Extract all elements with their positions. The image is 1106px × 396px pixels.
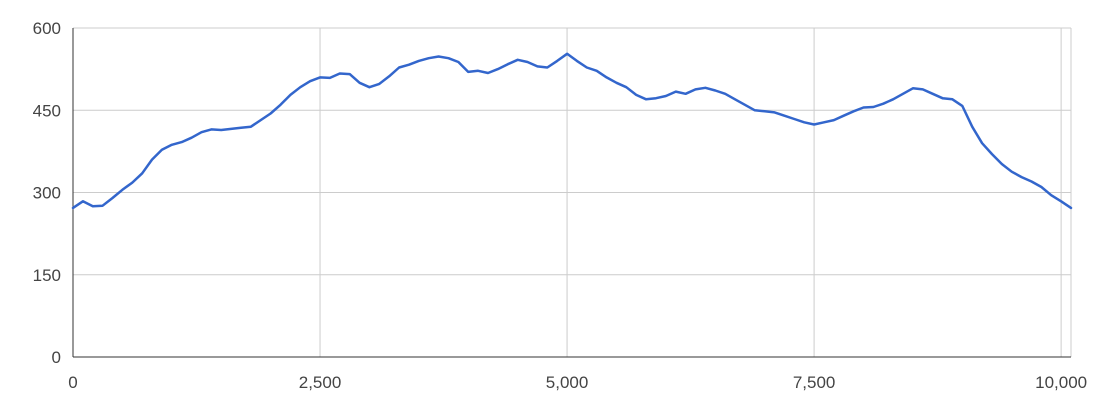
- y-tick-labels: 0 150 300 450 600: [33, 19, 61, 367]
- axes: [72, 28, 1071, 358]
- y-tick-label: 600: [33, 19, 61, 38]
- y-tick-label: 300: [33, 184, 61, 203]
- x-tick-label: 10,000: [1035, 373, 1087, 392]
- y-tick-label: 150: [33, 266, 61, 285]
- x-tick-labels: 0 2,500 5,000 7,500 10,000: [68, 373, 1087, 392]
- x-tick-label: 0: [68, 373, 77, 392]
- series-group: [71, 52, 1073, 210]
- y-tick-label: 0: [52, 348, 61, 367]
- x-tick-label: 2,500: [299, 373, 342, 392]
- grid-lines: [73, 27, 1072, 357]
- y-tick-label: 450: [33, 101, 61, 120]
- series-line: [71, 52, 1073, 210]
- x-tick-label: 7,500: [793, 373, 836, 392]
- x-tick-label: 5,000: [546, 373, 589, 392]
